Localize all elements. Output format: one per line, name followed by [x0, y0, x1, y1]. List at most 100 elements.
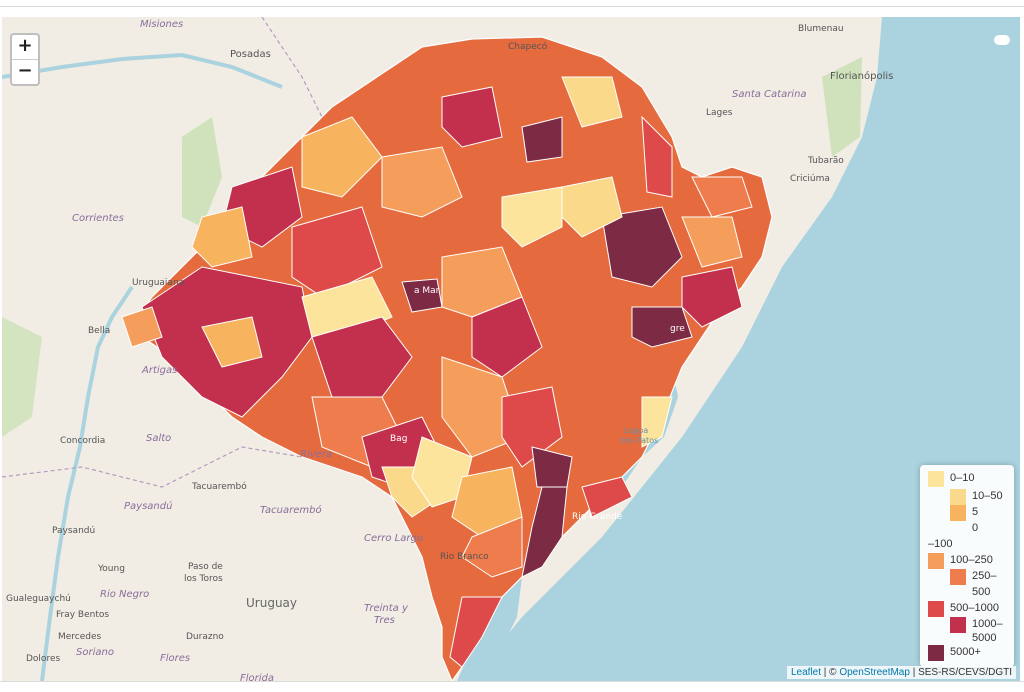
legend-swatch — [928, 601, 944, 617]
place-label: dos Patos — [620, 436, 658, 445]
place-label: Lagoa — [624, 426, 648, 435]
municipality[interactable] — [681, 216, 743, 268]
municipality[interactable] — [501, 186, 563, 248]
attribution: Leaflet | © OpenStreetMap | SES-RS/CEVS/… — [786, 666, 1016, 679]
municipality[interactable] — [191, 206, 253, 268]
place-label: Gualeguaychú — [6, 594, 71, 604]
legend-item: 500 — [972, 585, 990, 599]
place-label: Dolores — [26, 654, 60, 664]
layer-toggle-button[interactable] — [994, 35, 1010, 45]
municipality[interactable] — [641, 115, 673, 198]
municipality[interactable] — [471, 296, 543, 378]
place-label: los Toros — [184, 574, 223, 584]
legend-swatch — [950, 505, 966, 521]
place-label: Uruguaiana — [132, 278, 184, 288]
municipality[interactable] — [521, 486, 568, 578]
place-label: Paysandú — [52, 526, 95, 536]
municipality[interactable] — [691, 176, 753, 218]
legend-item: 0 — [972, 521, 978, 535]
leaflet-link[interactable]: Leaflet — [790, 667, 822, 678]
municipality[interactable] — [311, 316, 413, 398]
place-label: Durazno — [186, 632, 224, 642]
legend-swatch — [950, 617, 966, 633]
place-label: Salto — [146, 433, 171, 444]
municipality[interactable] — [301, 116, 383, 198]
legend-item: 1000– — [950, 617, 1003, 633]
place-label: Criciúma — [790, 174, 830, 184]
choropleth-map[interactable]: Misiones Posadas Chapecó Blumenau Floria… — [2, 17, 1020, 681]
municipality[interactable] — [601, 206, 683, 288]
municipality[interactable] — [631, 306, 693, 348]
municipality-polygons[interactable] — [121, 76, 753, 668]
place-label: Tacuarembó — [191, 481, 247, 492]
legend-label: 5000 — [972, 632, 997, 644]
place-label: Rivera — [300, 449, 332, 460]
municipality[interactable] — [381, 146, 463, 218]
openstreetmap-link[interactable]: OpenStreetMap — [839, 667, 910, 678]
place-label: Uruguay — [246, 596, 297, 610]
lagoa-mirim — [457, 577, 522, 681]
forest-area — [822, 57, 862, 157]
place-label: gre — [670, 324, 685, 334]
place-label: Bella — [88, 326, 110, 336]
legend-label: 250– — [972, 570, 997, 582]
ocean — [470, 17, 1020, 681]
place-label: Concordia — [60, 436, 105, 446]
legend-label: 500 — [972, 586, 991, 598]
attribution-source: | SES-RS/CEVS/DGTI — [909, 667, 1012, 678]
attribution-separator: | © — [821, 667, 840, 678]
place-label: Young — [97, 564, 125, 574]
place-label: Santa Catarina — [732, 89, 807, 100]
place-label: Tacuarembó — [260, 504, 322, 516]
place-label: Blumenau — [798, 24, 844, 34]
map-canvas[interactable]: Misiones Posadas Chapecó Blumenau Floria… — [2, 17, 1020, 681]
map-frame: Misiones Posadas Chapecó Blumenau Floria… — [0, 6, 1024, 682]
legend-label: 5000+ — [950, 646, 981, 658]
municipality[interactable] — [581, 476, 633, 518]
legend-label: 10–50 — [972, 490, 1003, 502]
municipality[interactable] — [201, 316, 263, 368]
legend-swatch — [950, 489, 966, 505]
legend-label: 0 — [972, 522, 979, 534]
legend-item: 10–50 — [950, 489, 1003, 505]
legend-label: 100–250 — [950, 554, 993, 566]
place-label: Bag — [390, 434, 407, 444]
municipality[interactable] — [641, 396, 673, 448]
zoom-control: + − — [10, 33, 40, 86]
legend-label: 0–10 — [950, 472, 975, 484]
forest-area — [182, 117, 222, 227]
place-label: a Mar — [414, 286, 440, 296]
zoom-out-button[interactable]: − — [17, 60, 33, 81]
municipality[interactable] — [561, 76, 623, 128]
place-label: Florida — [240, 673, 274, 681]
municipality[interactable] — [121, 306, 163, 348]
legend-item: 5 — [950, 505, 978, 521]
place-label: Chapecó — [508, 41, 548, 52]
legend-item: –100 — [928, 537, 952, 551]
legend-label: 500–1000 — [950, 602, 999, 614]
legend-label: 5 — [972, 506, 979, 518]
place-label: Mercedes — [58, 632, 102, 642]
legend-item: 500–1000 — [928, 601, 999, 617]
municipality[interactable] — [681, 266, 743, 328]
legend-item: 250– — [950, 569, 996, 585]
place-label: Posadas — [230, 49, 271, 60]
legend-item: 5000 — [972, 631, 996, 645]
municipality[interactable] — [461, 516, 523, 578]
municipality[interactable] — [411, 436, 473, 508]
place-label: Artigas — [141, 365, 177, 376]
place-label: Fray Bentos — [56, 610, 109, 620]
municipality[interactable] — [449, 596, 503, 668]
place-label: Rio Branco — [440, 552, 489, 562]
legend-swatch — [928, 645, 944, 661]
municipality[interactable] — [291, 206, 383, 298]
legend-swatch — [950, 569, 966, 585]
place-label: Paso de — [188, 562, 223, 572]
zoom-in-button[interactable]: + — [12, 35, 38, 60]
municipality[interactable] — [441, 86, 503, 148]
uruguay-river — [2, 52, 283, 681]
municipality[interactable] — [521, 116, 563, 163]
place-label: Tres — [374, 615, 395, 626]
forest-area — [2, 317, 42, 437]
legend-label: 1000– — [972, 618, 1003, 630]
